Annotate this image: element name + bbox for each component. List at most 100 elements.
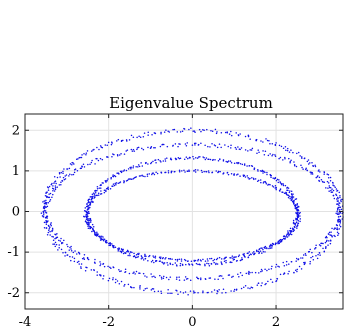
data-point [102,278,104,280]
data-point [199,264,201,266]
data-point [109,266,111,268]
data-point [132,178,135,180]
data-point [301,257,304,259]
data-point [309,263,311,265]
data-point [328,185,330,187]
data-point [204,158,207,161]
data-point [262,141,264,143]
data-point [133,271,135,273]
data-point [330,189,332,192]
data-point [177,145,179,148]
data-point [271,247,273,249]
data-point [335,188,338,190]
data-point [238,148,241,150]
data-point [73,171,76,174]
data-point [230,147,232,149]
data-point [165,276,168,279]
data-point [230,134,233,137]
data-point [195,142,197,145]
data-point [208,171,210,174]
data-point [142,175,144,178]
data-point [183,169,185,171]
data-point [112,183,115,185]
data-point [281,238,283,241]
data-point [262,248,264,251]
data-point [297,151,300,154]
y-tick-label: 2 [12,123,20,138]
data-point [51,227,54,230]
data-point [174,258,177,261]
data-point [62,252,64,254]
data-point [155,161,157,164]
data-point [172,145,174,147]
data-point [118,154,121,156]
data-point [135,270,138,273]
data-point [323,181,326,183]
data-point [204,278,207,280]
data-point [59,176,61,178]
data-point [69,173,71,175]
data-point [329,176,332,179]
data-point [305,254,307,256]
data-point [283,235,286,238]
data-point [168,131,171,133]
data-point [298,206,300,208]
data-point [285,235,288,237]
data-point [222,288,225,291]
data-point [189,290,192,292]
data-point [124,268,127,271]
data-point [153,147,155,149]
data-point [147,163,149,165]
data-point [54,186,57,189]
data-point [178,171,181,173]
data-point [91,201,94,203]
data-point [154,255,157,257]
data-point [97,159,100,162]
data-point [278,144,281,147]
data-point [80,267,82,269]
data-point [169,258,171,260]
data-point [299,155,301,157]
data-point [290,149,292,151]
data-point [328,231,331,234]
data-point [169,276,172,278]
data-point [42,216,45,218]
data-point [219,158,221,161]
data-point [248,251,251,253]
data-point [50,183,53,186]
data-point [120,139,123,142]
data-point [188,128,190,131]
data-point [118,182,121,184]
data-point [176,131,179,133]
data-point [104,144,107,146]
data-point [153,173,156,176]
data-point [296,203,299,205]
data-point [327,176,330,179]
data-point [77,158,79,160]
data-point [60,184,62,186]
data-point [276,178,279,181]
data-point [172,128,174,131]
data-point [186,157,189,160]
data-point [289,227,292,230]
data-point [257,169,259,171]
data-point [96,231,98,234]
data-point [215,263,217,266]
data-point [299,218,302,220]
data-point [264,251,266,253]
data-point [111,243,113,245]
data-point [144,275,146,277]
data-point [289,197,291,200]
data-point [293,161,295,163]
data-point [52,193,54,196]
data-point [211,142,213,145]
data-point [112,266,114,268]
data-point [275,279,278,282]
data-point [209,146,211,148]
x-tick-label: -2 [102,315,115,330]
data-point [133,252,135,255]
data-point [87,199,89,202]
data-point [209,257,211,260]
data-point [217,159,220,162]
data-point [124,252,127,255]
